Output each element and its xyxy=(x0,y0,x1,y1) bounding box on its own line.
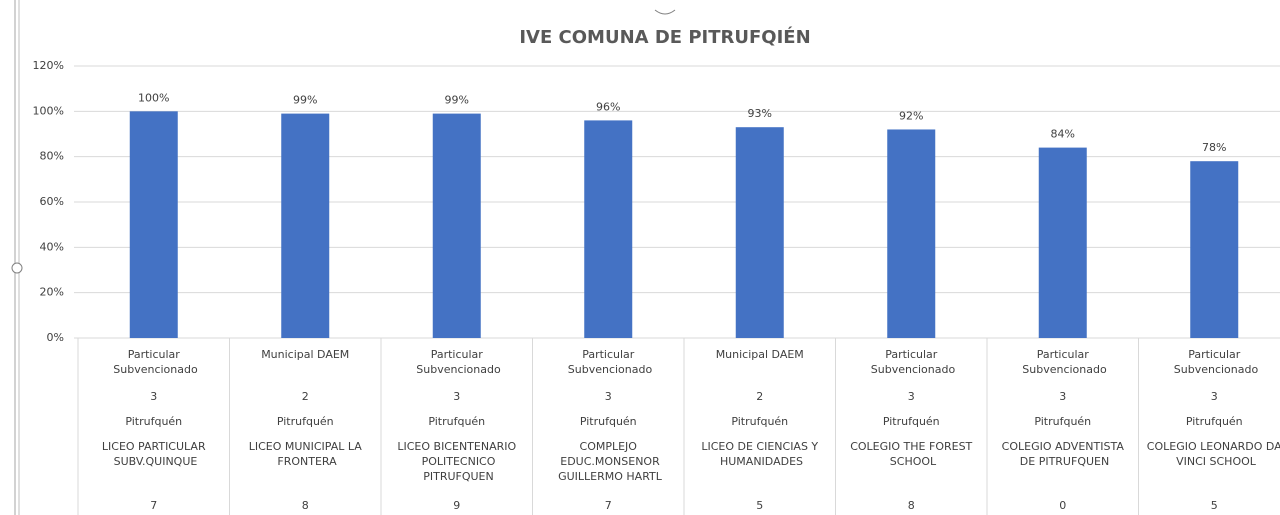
x-tick-label: Pitrufquén xyxy=(731,415,788,428)
x-tick-label: LICEO BICENTENARIO POLITECNICO PITRUFQUE… xyxy=(397,440,516,483)
x-tick-label: 2 xyxy=(756,390,763,403)
x-tick-label: Particular Subvencionado xyxy=(564,348,652,376)
data-label: 84% xyxy=(1051,128,1075,141)
resize-handle[interactable] xyxy=(11,262,23,274)
x-tick-label: Pitrufquén xyxy=(1186,415,1243,428)
x-tick-label: LICEO MUNICIPAL LA FRONTERA xyxy=(249,440,363,468)
x-tick-label: 3 xyxy=(453,390,460,403)
data-label: 78% xyxy=(1202,141,1226,154)
y-tick-label: 40% xyxy=(40,240,64,253)
x-tick-label: 0 xyxy=(1059,499,1066,512)
x-tick-label: 7 xyxy=(605,499,612,512)
x-tick-label: LICEO DE CIENCIAS Y HUMANIDADES xyxy=(701,440,818,468)
x-tick-label: Pitrufquén xyxy=(1034,415,1091,428)
y-tick-label: 100% xyxy=(33,104,64,117)
x-tick-label: 5 xyxy=(756,499,763,512)
y-tick-label: 80% xyxy=(40,150,64,163)
x-tick-label: 7 xyxy=(150,499,157,512)
x-tick-label: 8 xyxy=(908,499,915,512)
y-tick-label: 120% xyxy=(33,59,64,72)
x-tick-label: Particular Subvencionado xyxy=(110,348,198,376)
data-label: 99% xyxy=(445,94,469,107)
x-tick-label: COMPLEJO EDUC.MONSENOR GUILLERMO HARTL xyxy=(555,440,663,483)
x-tick-label: LICEO PARTICULAR SUBV.QUINQUE xyxy=(102,440,206,468)
x-tick-label: Pitrufquén xyxy=(125,415,182,428)
x-tick-label: Particular Subvencionado xyxy=(1170,348,1258,376)
bar xyxy=(735,127,784,338)
x-tick-label: 3 xyxy=(908,390,915,403)
x-tick-label: Particular Subvencionado xyxy=(1019,348,1107,376)
x-tick-label: 3 xyxy=(605,390,612,403)
x-tick-label: Pitrufquén xyxy=(277,415,334,428)
data-label: 100% xyxy=(138,91,169,104)
x-tick-label: Pitrufquén xyxy=(428,415,485,428)
x-tick-label: COLEGIO ADVENTISTA DE PITRUFQUEN xyxy=(1002,440,1125,468)
y-tick-label: 60% xyxy=(40,195,64,208)
x-tick-label: 5 xyxy=(1211,499,1218,512)
y-tick-label: 0% xyxy=(47,331,64,344)
data-label: 92% xyxy=(899,109,923,122)
x-tick-label: COLEGIO THE FOREST SCHOOL xyxy=(850,440,972,468)
x-tick-label: 3 xyxy=(1059,390,1066,403)
bar xyxy=(1038,147,1087,338)
chart-title: IVE COMUNA DE PITRUFQIÉN xyxy=(519,26,810,48)
data-label: 99% xyxy=(293,94,317,107)
bar xyxy=(584,120,633,339)
bar xyxy=(432,113,481,338)
bar xyxy=(887,129,936,338)
x-tick-label: Particular Subvencionado xyxy=(413,348,501,376)
x-tick-label: 3 xyxy=(150,390,157,403)
bar xyxy=(129,111,178,338)
x-tick-label: Particular Subvencionado xyxy=(867,348,955,376)
x-tick-label: Municipal DAEM xyxy=(716,348,804,361)
y-tick-label: 20% xyxy=(40,286,64,299)
x-tick-label: 3 xyxy=(1211,390,1218,403)
x-tick-label: Municipal DAEM xyxy=(261,348,349,361)
x-tick-label: Pitrufquén xyxy=(580,415,637,428)
bar xyxy=(281,113,330,338)
data-label: 93% xyxy=(748,107,772,120)
data-label: 96% xyxy=(596,100,620,113)
x-tick-label: 8 xyxy=(302,499,309,512)
x-tick-label: 2 xyxy=(302,390,309,403)
x-tick-label: COLEGIO LEONARDO DA VINCI SCHOOL xyxy=(1147,440,1280,468)
resize-handle[interactable] xyxy=(654,9,676,15)
bar xyxy=(1190,161,1239,338)
x-tick-label: Pitrufquén xyxy=(883,415,940,428)
x-tick-label: 9 xyxy=(453,499,460,512)
